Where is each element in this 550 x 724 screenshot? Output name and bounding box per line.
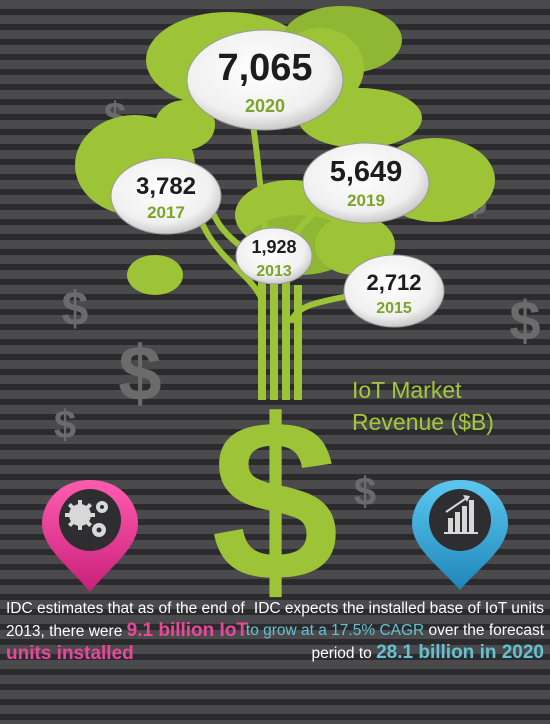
- chart-title-line-1: IoT Market: [352, 377, 462, 403]
- dollar-sign-icon: $: [62, 283, 89, 336]
- bubble-value-2017: 3,782: [136, 173, 196, 200]
- dollar-sign-icon: $: [354, 470, 376, 514]
- bubble-year-2017: 2017: [147, 203, 185, 222]
- bubble-year-2019: 2019: [347, 191, 385, 210]
- bubble-value-2019: 5,649: [330, 156, 403, 188]
- gears-icon: [65, 500, 108, 537]
- left-text-body: IDC estimates that as of the end of 2013…: [6, 600, 245, 640]
- dollar-sign-icon: $: [54, 403, 76, 447]
- bubble-2017: 3,782 2017: [110, 157, 222, 235]
- chart-title: IoT Market Revenue ($B): [352, 377, 494, 435]
- bubble-year-2013: 2013: [256, 263, 292, 280]
- dollar-sign-icon: $: [211, 372, 339, 629]
- bubble-2020: 7,065 2020: [186, 29, 344, 131]
- bubble-value-2020: 7,065: [217, 47, 312, 89]
- bubble-year-2015: 2015: [376, 300, 412, 317]
- chart-title-line-2: Revenue ($B): [352, 409, 494, 435]
- right-text-highlight-1: to grow at a 17.5% CAGR: [245, 622, 425, 639]
- bubble-2013: 1,928 2013: [235, 227, 313, 285]
- right-description: IDC expects the installed base of IoT un…: [244, 598, 544, 665]
- bubble-2015: 2,712 2015: [343, 254, 445, 328]
- bubble-year-2020: 2020: [245, 96, 285, 116]
- left-description: IDC estimates that as of the end of 2013…: [6, 598, 276, 666]
- bubble-value-2015: 2,712: [366, 270, 421, 295]
- growth-chart-icon: [444, 495, 478, 534]
- left-text-highlight: 9.1 billion IoT units installed: [6, 620, 249, 664]
- dollar-sign-icon: $: [118, 329, 161, 417]
- bubble-value-2013: 1,928: [251, 237, 296, 257]
- right-text-highlight-2: 28.1 billion in 2020: [376, 642, 544, 663]
- bubble-2019: 5,649 2019: [302, 142, 430, 224]
- right-pin: [412, 480, 508, 590]
- data-bubbles: 7,065 2020 5,649 2019 3,782 2017 1,928 2…: [110, 29, 445, 328]
- right-text-body-1: IDC expects the installed base of IoT un…: [253, 600, 544, 617]
- tree-trunk: [258, 270, 302, 400]
- dollar-sign-icon: $: [509, 289, 540, 352]
- right-text-body-2: over the forecast period to: [311, 622, 544, 662]
- left-pin: [42, 480, 138, 592]
